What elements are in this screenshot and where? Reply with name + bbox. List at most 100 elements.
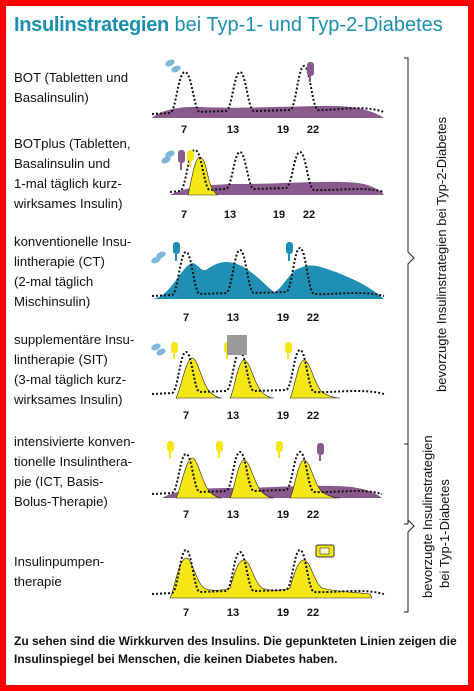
bracket-type2 [404,57,415,525]
tick-label: 22 [303,209,315,221]
row-botplus-chart [161,148,385,196]
bolus-curve [229,359,275,399]
label-line: wirksames Insulin) [14,196,123,211]
label-line: Bolus-Therapie) [14,494,108,509]
normal-insulin-dotted-line [151,246,385,297]
page-title: Insulinstrategien bei Typ-1- und Typ-2-D… [14,14,443,37]
row-label-bot: BOT (Tabletten und Basalinsulin) [14,68,128,108]
normal-insulin-dotted-line [151,548,385,595]
tick-label: 13 [227,410,239,422]
bracket-type1 [404,443,415,613]
tick-label: 22 [307,312,319,324]
label-line: tionelle Insulinthera- [14,454,133,469]
tick-label: 19 [277,410,289,422]
normal-insulin-dotted-line [151,64,385,115]
mix-pen-icon [173,242,180,261]
label-line: lintherapie (SIT) [14,352,108,367]
row-ict-chart [151,441,383,499]
bolus-pen-icon [187,150,194,167]
label-line: Insulinpumpen- [14,554,105,569]
row-label-sit: supplementäre Insu- lintherapie (SIT) (3… [14,330,134,410]
side-label-type1-line2: bei Typ-1-Diabetes [437,479,452,588]
tick-label: 7 [183,410,189,422]
bolus-curve [187,156,219,196]
bolus-curve [175,357,223,399]
label-line: therapie [14,574,62,589]
label-line: Basalinsulin) [14,90,89,105]
tick-labels: 7 13 19 22 7 13 19 22 7 13 19 22 7 13 19… [181,124,319,619]
bolus-curve [229,459,275,499]
row-bot-chart [151,59,385,118]
bolus-pen-icon [167,441,174,458]
side-label-type1-line1: bevorzugte Insulinstrategien [420,435,435,598]
bolus-curve [289,359,341,399]
bolus-pen-icon [216,441,223,458]
mix-pen-icon [286,242,293,261]
basal-pen-icon [317,443,324,461]
label-line: wirksames Insulin) [14,392,123,407]
tick-label: 7 [183,312,189,324]
tick-label: 19 [277,124,289,136]
tick-label: 13 [227,124,239,136]
row-label-ict: intensivierte konven- tionelle Insulinth… [14,432,135,512]
bolus-pen-icon [171,342,178,359]
label-line: BOT (Tabletten und [14,70,129,85]
row-label-botplus: BOTplus (Tabletten, Basalinsulin und 1-m… [14,134,131,214]
row-label-pump: Insulinpumpen- therapie [14,552,104,592]
basal-pen-icon [307,62,314,82]
title-rest: bei Typ-1- und Typ-2-Diabetes [168,14,443,36]
label-line: intensivierte konven- [14,434,135,449]
bolus-pen-icon [285,342,292,359]
normal-insulin-dotted-line [151,348,385,395]
insulin-pump-icon [315,544,335,558]
tablet-icon [165,59,181,73]
basal-curve [152,106,384,118]
basal-pen-icon [178,150,185,170]
tick-label: 19 [277,509,289,521]
label-line: 1-mal täglich kurz- [14,176,122,191]
tick-label: 19 [277,312,289,324]
label-line: (2-mal täglich [14,274,94,289]
tablet-icon [151,251,166,264]
bolus-curve [289,459,341,499]
tablet-icon [161,150,175,164]
label-line: konventionelle Insu- [14,234,132,249]
label-line: lintherapie (CT) [14,254,105,269]
label-line: pie (ICT, Basis- [14,474,104,489]
pump-insulin-curve [169,557,373,599]
title-strong: Insulinstrategien [14,14,169,36]
grey-placeholder-block [227,335,247,355]
tick-label: 13 [227,312,239,324]
row-label-ct: konventionelle Insu- lintherapie (CT) (2… [14,232,131,312]
footnote: Zu sehen sind die Wirkkurven des Insulin… [14,634,457,666]
row-ct-chart [151,242,385,299]
normal-insulin-dotted-line [151,450,383,495]
tablet-icon [151,343,166,356]
side-label-type2: bevorzugte Insulinstrategien bei Typ-2-D… [434,116,449,392]
tick-label: 13 [227,509,239,521]
tick-label: 19 [277,607,289,619]
label-line: Basalinsulin und [14,156,111,171]
row-sit-chart [151,335,385,399]
label-line: supplementäre Insu- [14,332,135,347]
tick-label: 22 [307,509,319,521]
tick-label: 13 [224,209,236,221]
normal-insulin-dotted-line [169,148,385,193]
tick-label: 13 [227,607,239,619]
row-pump-chart [151,544,385,599]
label-line: Mischinsulin) [14,294,91,309]
bolus-curve [175,457,223,499]
basal-curve [170,181,384,195]
tick-label: 22 [307,410,319,422]
label-line: (3-mal täglich kurz- [14,372,127,387]
label-line: BOTplus (Tabletten, [14,136,131,151]
tick-label: 7 [183,509,189,521]
tick-label: 22 [307,124,319,136]
tick-label: 7 [181,209,187,221]
tick-label: 19 [273,209,285,221]
tick-label: 7 [183,607,189,619]
tick-label: 22 [307,607,319,619]
tick-label: 7 [181,124,187,136]
bolus-pen-icon [276,441,283,458]
